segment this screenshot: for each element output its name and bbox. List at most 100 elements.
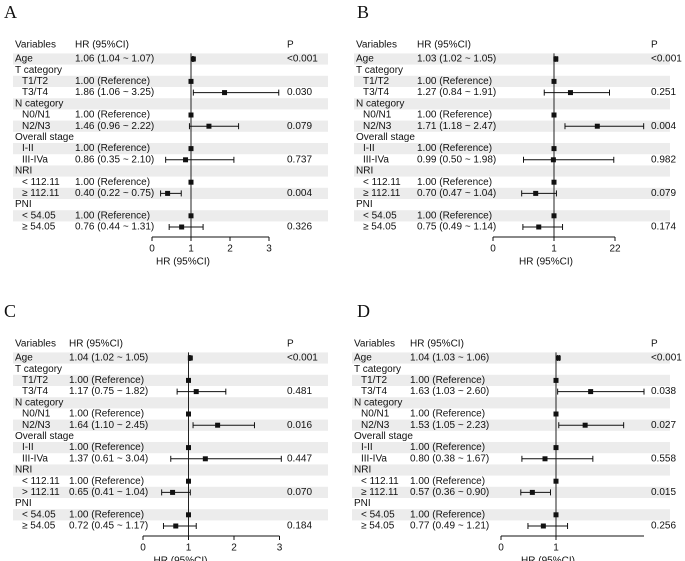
x-axis-label: HR (95%CI) <box>156 257 210 268</box>
x-tick-label: 0 <box>498 543 504 554</box>
hr-text: 1.00 (Reference) <box>410 442 485 453</box>
hr-point <box>186 445 191 451</box>
p-value: 0.030 <box>287 87 312 98</box>
row-label: PNI <box>15 199 32 210</box>
hr-point <box>550 157 556 163</box>
row-band <box>352 352 670 364</box>
row-label: N category <box>15 98 63 109</box>
hr-point <box>594 123 600 129</box>
hr-point <box>540 523 546 529</box>
row-label: ≥ 112.11 <box>361 487 399 498</box>
x-tick-label: 1 <box>186 543 192 554</box>
hr-point <box>188 78 194 84</box>
hr-point <box>186 512 191 518</box>
x-tick-label: 0 <box>149 244 155 255</box>
hr-point <box>188 146 194 152</box>
x-axis-label: HR (95%CI) <box>519 257 573 268</box>
row-band <box>13 352 328 364</box>
p-value: <0.001 <box>651 353 682 364</box>
row-label: NRI <box>15 166 32 177</box>
hr-point <box>188 179 194 185</box>
x-tick-label: 1 <box>553 543 559 554</box>
row-label: I-II <box>22 143 34 154</box>
hr-point <box>193 389 199 395</box>
row-label: > 112.11 <box>22 487 60 498</box>
p-value: 0.070 <box>287 487 312 498</box>
row-label: Age <box>356 54 374 65</box>
hr-text: 0.99 (0.50 ~ 1.98) <box>417 154 496 165</box>
hr-text: 1.63 (1.03 ~ 2.60) <box>410 386 489 397</box>
header-variable: Variables <box>356 40 397 51</box>
hr-point <box>170 489 176 495</box>
row-label: N0/N1 <box>22 110 51 121</box>
hr-text: 0.77 (0.49 ~ 1.21) <box>410 521 489 532</box>
hr-text: 1.00 (Reference) <box>75 177 150 188</box>
header-hr: HR (95%CI) <box>75 40 129 51</box>
hr-text: 1.00 (Reference) <box>69 509 144 520</box>
row-label: NRI <box>354 465 371 476</box>
row-label: PNI <box>354 498 371 509</box>
hr-text: 0.80 (0.38 ~ 1.67) <box>410 453 489 464</box>
row-label: N2/N3 <box>22 121 51 132</box>
row-label: PNI <box>356 199 373 210</box>
hr-text: 0.76 (0.44 ~ 1.31) <box>75 222 154 233</box>
hr-text: 1.00 (Reference) <box>69 442 144 453</box>
hr-text: 0.86 (0.35 ~ 2.10) <box>75 154 154 165</box>
row-label: T1/T2 <box>22 76 49 87</box>
row-band <box>13 442 328 454</box>
header-p: P <box>651 40 658 51</box>
row-label: III-IVa <box>22 154 48 165</box>
hr-text: 1.00 (Reference) <box>69 476 144 487</box>
hr-text: 1.00 (Reference) <box>410 375 485 386</box>
header-p: P <box>287 339 294 350</box>
hr-text: 1.71 (1.18 ~ 2.47) <box>417 121 496 132</box>
row-label: NRI <box>15 465 32 476</box>
hr-point <box>551 179 557 185</box>
hr-text: 1.00 (Reference) <box>417 143 492 154</box>
hr-point <box>553 411 559 417</box>
panel-label: C <box>4 301 16 321</box>
row-band <box>13 98 328 110</box>
p-value: 0.558 <box>651 453 676 464</box>
row-label: III-IVa <box>22 453 48 464</box>
row-band <box>352 397 670 409</box>
header-variable: Variables <box>15 339 56 350</box>
row-label: T category <box>356 65 403 76</box>
row-label: T1/T2 <box>361 375 388 386</box>
hr-point <box>553 56 559 62</box>
row-label: < 54.05 <box>361 509 395 520</box>
row-label: T1/T2 <box>363 76 390 87</box>
row-label: < 112.11 <box>363 177 401 188</box>
row-label: N2/N3 <box>361 420 390 431</box>
row-label: N2/N3 <box>363 121 392 132</box>
p-value: 0.737 <box>287 154 312 165</box>
p-value: 0.027 <box>651 420 676 431</box>
hr-text: 1.00 (Reference) <box>417 110 492 121</box>
row-label: Age <box>15 353 33 364</box>
row-label: PNI <box>15 498 32 509</box>
hr-text: 1.00 (Reference) <box>69 409 144 420</box>
hr-text: 0.70 (0.47 ~ 1.04) <box>417 188 496 199</box>
x-tick-label: 22 <box>609 244 621 255</box>
panel-label: D <box>357 301 370 321</box>
hr-point <box>582 422 588 428</box>
hr-text: 1.04 (1.03 ~ 1.06) <box>410 353 489 364</box>
row-label: N2/N3 <box>22 420 51 431</box>
p-value: 0.079 <box>651 188 676 199</box>
row-band <box>354 75 670 87</box>
hr-point <box>553 445 559 451</box>
hr-point <box>536 224 542 230</box>
hr-point <box>188 213 194 219</box>
p-value: 0.447 <box>287 453 312 464</box>
row-label: I-II <box>363 143 375 154</box>
row-label: Overall stage <box>15 431 74 442</box>
x-axis-label: HR (95%CI) <box>521 556 575 561</box>
hr-point <box>202 456 208 462</box>
row-label: Overall stage <box>354 431 413 442</box>
row-band <box>13 374 328 386</box>
row-band <box>13 165 328 177</box>
hr-point <box>173 523 179 529</box>
header-p: P <box>287 40 294 51</box>
hr-text: 1.00 (Reference) <box>410 509 485 520</box>
row-band <box>13 143 328 155</box>
